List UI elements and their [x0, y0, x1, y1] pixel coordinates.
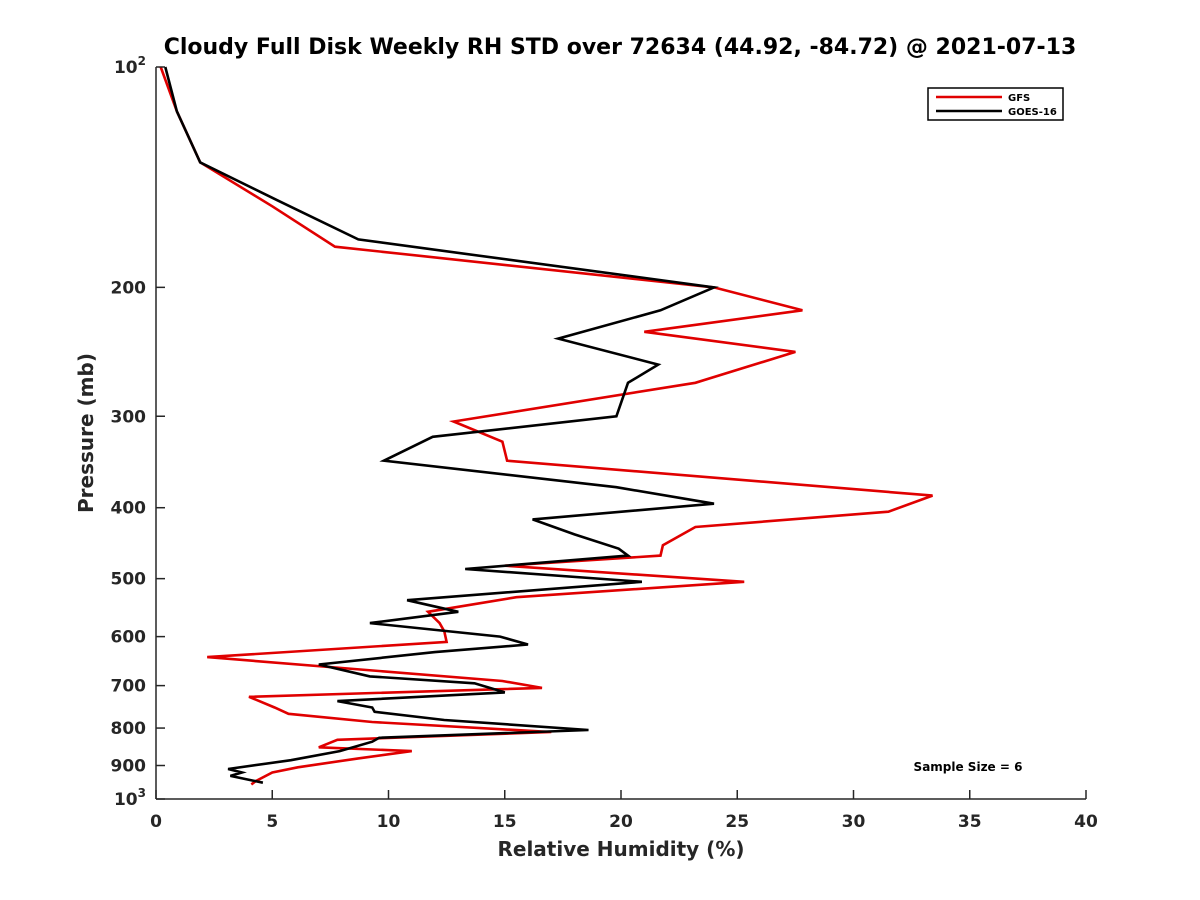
x-ticks: 0 5 10 15 20 25 30 35 40	[150, 790, 1098, 832]
legend-box	[927, 87, 1064, 121]
series-line-gfs	[159, 66, 933, 786]
x-tick-label: 30	[842, 812, 866, 832]
y-tick-label: 102	[114, 54, 146, 78]
x-tick-label: 0	[150, 812, 162, 832]
y-tick-label: 200	[111, 278, 147, 298]
sample-size-annotation: Sample Size = 6	[914, 760, 1023, 774]
y-axis-label: Pressure (mb)	[74, 353, 98, 513]
x-tick-label: 20	[609, 812, 633, 832]
y-tick-label: 800	[111, 719, 147, 739]
axes	[155, 67, 1086, 800]
y-tick-label: 500	[111, 570, 147, 590]
x-tick-label: 40	[1074, 812, 1098, 832]
legend-label: GOES-16	[1008, 107, 1057, 118]
legend: GFS GOES-16	[927, 87, 1064, 121]
plot-lines	[159, 66, 933, 786]
x-tick-label: 25	[725, 812, 749, 832]
x-axis-label: Relative Humidity (%)	[497, 837, 744, 861]
y-tick-label: 600	[111, 628, 147, 648]
x-tick-label: 15	[493, 812, 517, 832]
series-line-goes-16	[164, 66, 719, 784]
y-tick-label: 400	[111, 499, 147, 519]
y-tick-label: 103	[114, 786, 146, 810]
y-tick-label: 900	[111, 757, 147, 777]
legend-label: GFS	[1008, 93, 1030, 104]
chart-title: Cloudy Full Disk Weekly RH STD over 7263…	[164, 35, 1077, 60]
x-tick-label: 5	[266, 812, 278, 832]
y-tick-label: 700	[111, 677, 147, 697]
y-ticks: 102 200 300 400 500 600 700 800 900 103	[111, 54, 165, 810]
x-tick-label: 35	[958, 812, 982, 832]
x-tick-label: 10	[377, 812, 401, 832]
y-tick-label: 300	[111, 407, 147, 427]
